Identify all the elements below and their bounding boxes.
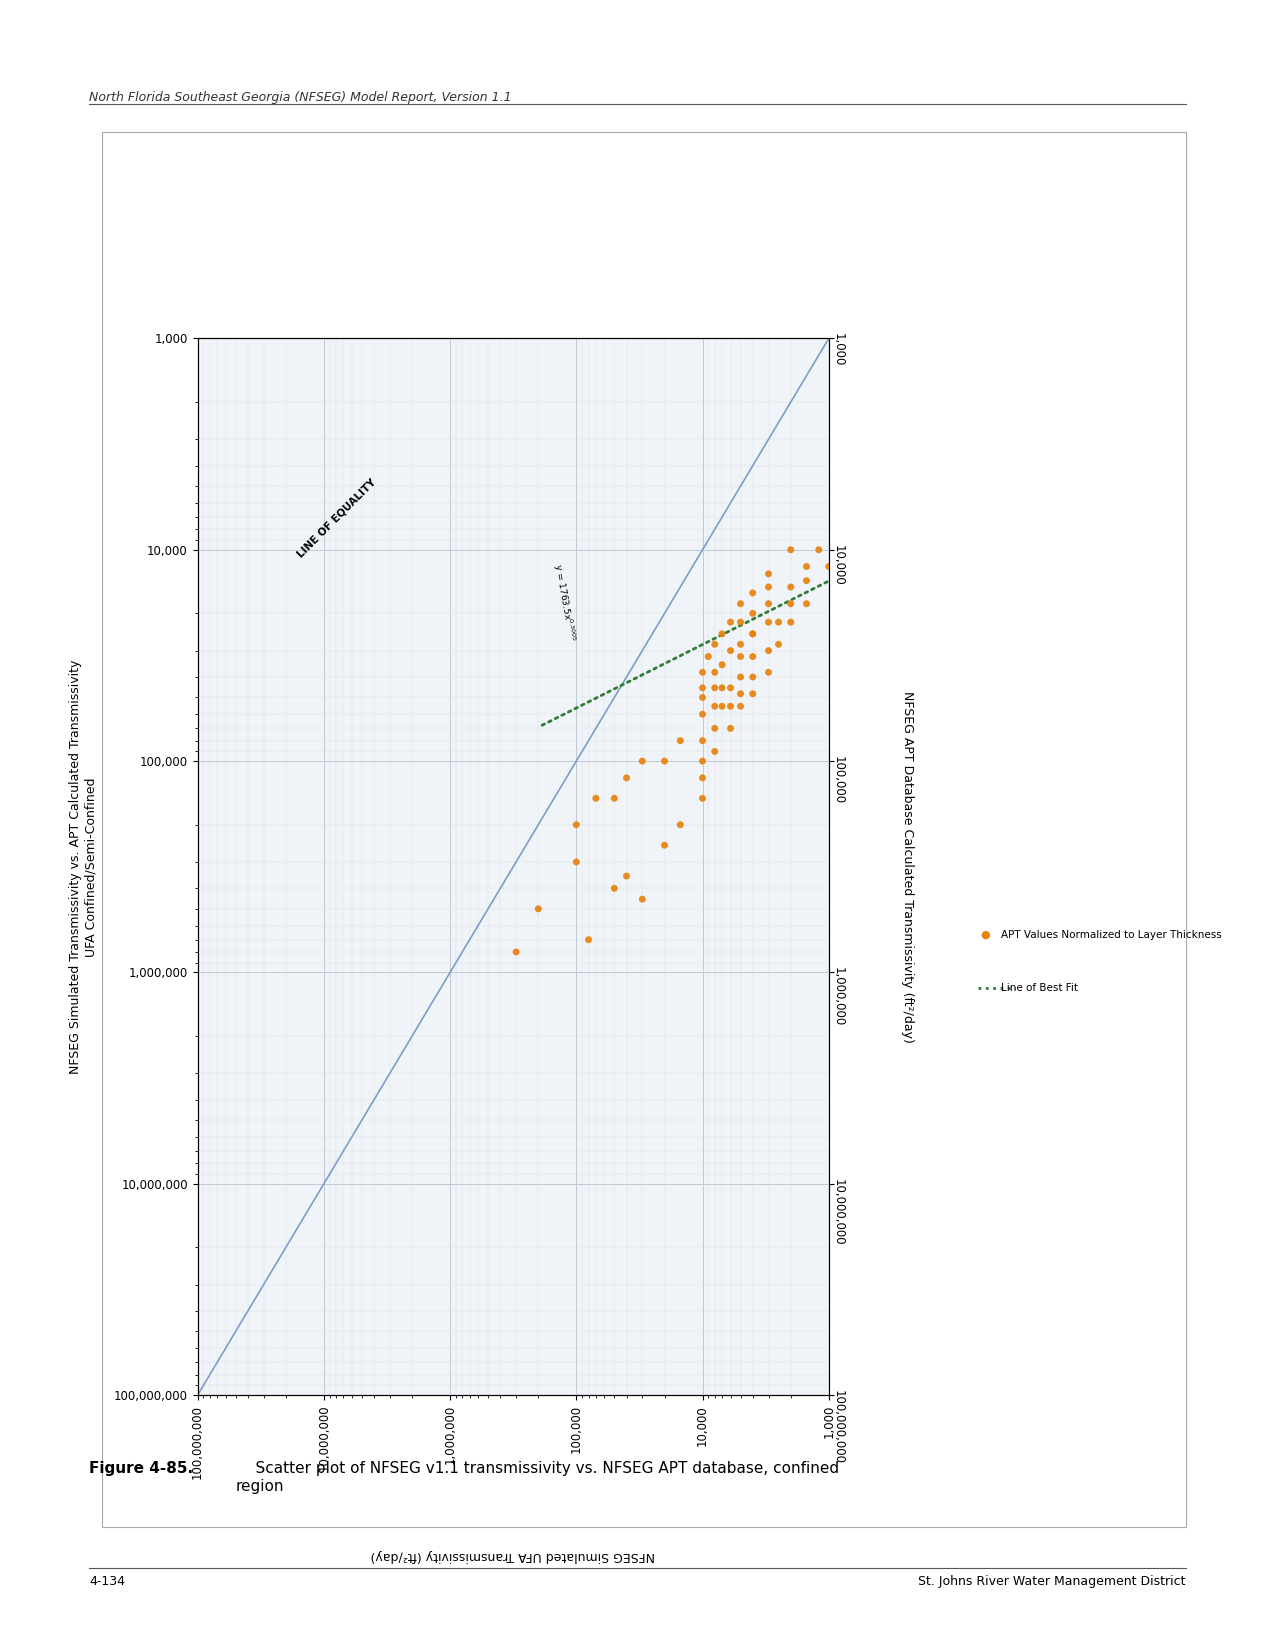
Point: [632, 748, 653, 774]
Point: [731, 664, 751, 690]
Point: [692, 764, 713, 791]
Point: [742, 664, 762, 690]
Point: [566, 812, 586, 839]
Point: [632, 887, 653, 913]
Point: [797, 591, 817, 617]
Point: [731, 693, 751, 720]
Point: [705, 659, 725, 685]
Point: [759, 659, 779, 685]
Point: [759, 575, 779, 601]
Point: [797, 568, 817, 594]
Point: [720, 637, 741, 664]
Text: Line of Best Fit: Line of Best Fit: [1001, 982, 1077, 992]
Point: [831, 517, 852, 543]
Point: [654, 832, 674, 859]
Point: [731, 591, 751, 617]
Point: [616, 863, 636, 890]
Point: [759, 637, 779, 664]
Point: [885, 452, 905, 479]
Point: [780, 609, 801, 636]
Point: [731, 680, 751, 707]
Y-axis label: NFSEG APT Database Calculated Transmissivity (ft²/day): NFSEG APT Database Calculated Transmissi…: [901, 690, 914, 1043]
Point: [742, 680, 762, 707]
Point: [566, 849, 586, 875]
Point: [780, 575, 801, 601]
Point: [705, 715, 725, 741]
Point: [711, 693, 732, 720]
Point: [759, 591, 779, 617]
Text: 4-134: 4-134: [89, 1575, 125, 1588]
Point: [720, 609, 741, 636]
Point: [705, 675, 725, 702]
Point: [742, 621, 762, 647]
Point: [742, 644, 762, 670]
Point: [692, 684, 713, 710]
Point: [705, 631, 725, 657]
Point: [780, 591, 801, 617]
Y-axis label: NFSEG Simulated Transmissivity vs. APT Calculated Transmissivity
UFA Confined/Se: NFSEG Simulated Transmissivity vs. APT C…: [69, 660, 97, 1073]
Point: [692, 786, 713, 812]
Point: [720, 715, 741, 741]
Text: ●: ●: [980, 930, 991, 939]
Point: [731, 644, 751, 670]
Point: [759, 561, 779, 588]
Point: [868, 472, 889, 499]
Point: [528, 895, 548, 921]
Point: [692, 659, 713, 685]
Point: [705, 738, 725, 764]
Point: [731, 609, 751, 636]
Point: [808, 537, 829, 563]
Point: [711, 675, 732, 702]
Point: [711, 652, 732, 679]
Point: [671, 728, 691, 755]
Point: [742, 601, 762, 627]
Point: [742, 580, 762, 606]
Point: [720, 675, 741, 702]
Point: [857, 490, 877, 517]
Point: [759, 609, 779, 636]
Point: [506, 939, 527, 966]
Point: [579, 926, 599, 953]
Point: [831, 527, 852, 553]
Point: [654, 748, 674, 774]
Text: APT Values Normalized to Layer Thickness: APT Values Normalized to Layer Thickness: [1001, 930, 1221, 939]
Text: Figure 4-85.: Figure 4-85.: [89, 1461, 194, 1476]
Point: [692, 675, 713, 702]
Point: [819, 553, 839, 580]
Point: [797, 553, 817, 580]
Point: [857, 504, 877, 530]
Point: [692, 728, 713, 755]
Point: [742, 621, 762, 647]
Point: [699, 644, 719, 670]
Point: [769, 631, 789, 657]
Point: [705, 693, 725, 720]
Point: [731, 631, 751, 657]
Text: LINE OF EQUALITY: LINE OF EQUALITY: [296, 477, 377, 560]
Text: St. Johns River Water Management District: St. Johns River Water Management Distric…: [918, 1575, 1186, 1588]
Point: [604, 786, 625, 812]
Point: [769, 609, 789, 636]
Point: [585, 786, 606, 812]
Text: North Florida Southeast Georgia (NFSEG) Model Report, Version 1.1: North Florida Southeast Georgia (NFSEG) …: [89, 91, 511, 104]
Text: NFSEG Simulated UFA Transmissivity (ft²/day): NFSEG Simulated UFA Transmissivity (ft²/…: [371, 1549, 655, 1562]
Text: Scatter plot of NFSEG v1.1 transmissivity vs. NFSEG APT database, confined
regio: Scatter plot of NFSEG v1.1 transmissivit…: [236, 1461, 839, 1494]
Point: [780, 537, 801, 563]
Text: y = 1763.5x$^{0.3005}$: y = 1763.5x$^{0.3005}$: [550, 563, 578, 642]
Point: [711, 621, 732, 647]
Point: [671, 812, 691, 839]
Point: [604, 875, 625, 901]
Point: [616, 764, 636, 791]
Point: [692, 702, 713, 728]
Point: [692, 748, 713, 774]
Point: [720, 693, 741, 720]
